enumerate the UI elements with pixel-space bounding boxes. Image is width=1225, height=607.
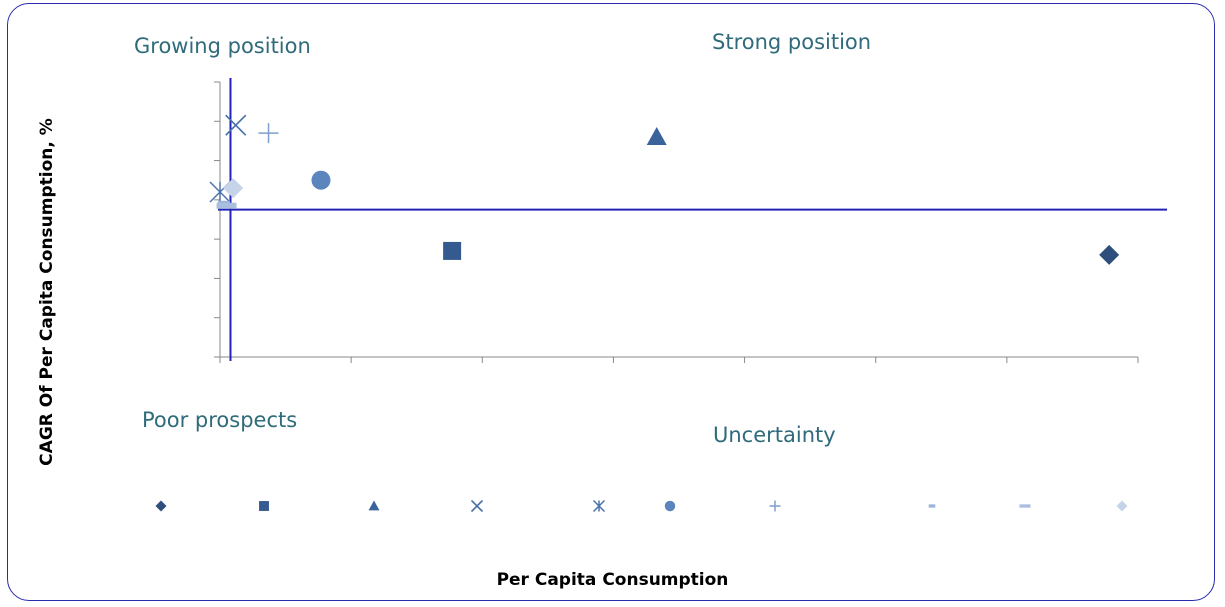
- data-point-4: [226, 115, 246, 135]
- data-point-10: [223, 178, 243, 198]
- legend-marker-6: [665, 501, 675, 511]
- legend-marker-2: [259, 501, 269, 511]
- data-point-1: [1099, 245, 1119, 265]
- legend-marker-7: [770, 501, 781, 512]
- data-point-2: [443, 242, 461, 260]
- legend-marker-4: [472, 501, 483, 512]
- legend-marker-9: [1020, 504, 1031, 507]
- legend-marker-10: [1117, 501, 1128, 512]
- data-point-6: [311, 171, 330, 190]
- legend-marker-1: [156, 501, 167, 512]
- legend-marker-3: [369, 501, 380, 511]
- data-point-7: [259, 123, 279, 143]
- data-point-3: [647, 127, 667, 145]
- legend-marker-8: [929, 504, 936, 507]
- legend-marker-5: [594, 501, 605, 512]
- data-point-9: [217, 203, 237, 209]
